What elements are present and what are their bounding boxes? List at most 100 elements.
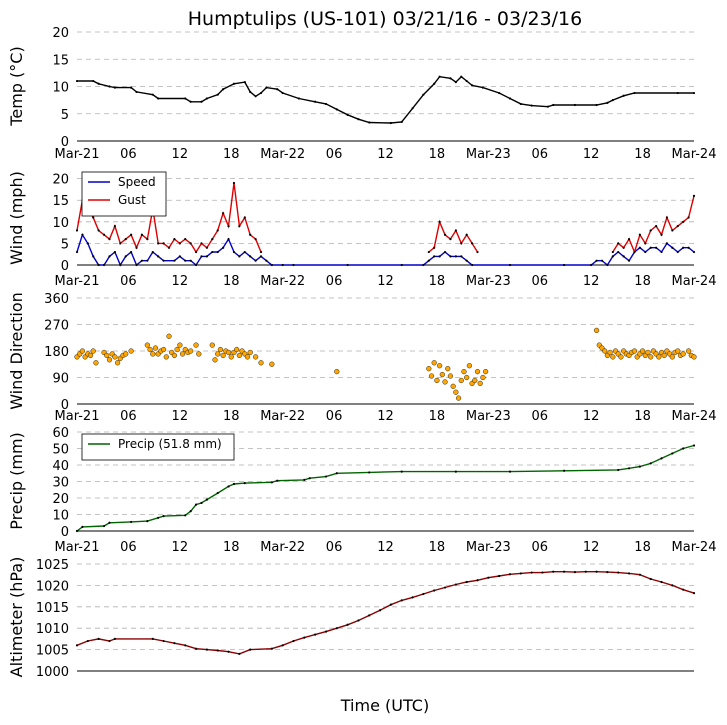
series-point bbox=[270, 263, 273, 267]
legend-box bbox=[81, 433, 235, 461]
series-point bbox=[222, 246, 225, 249]
direction-point bbox=[179, 351, 186, 357]
series-point bbox=[211, 237, 214, 241]
series-point bbox=[113, 637, 116, 641]
series-point bbox=[97, 263, 100, 267]
series-point bbox=[108, 639, 111, 643]
x-tick-label: 18 bbox=[634, 409, 651, 424]
series-point bbox=[519, 572, 522, 575]
direction-point bbox=[442, 379, 448, 385]
series-point bbox=[75, 644, 79, 647]
x-tick-label: 06 bbox=[531, 147, 548, 162]
series-point bbox=[146, 259, 149, 262]
series-point bbox=[682, 588, 685, 591]
direction-point bbox=[225, 349, 232, 356]
direction-point bbox=[639, 348, 646, 354]
series-point bbox=[368, 471, 371, 474]
y-tick-label: 15 bbox=[52, 53, 69, 68]
direction-point bbox=[217, 346, 224, 353]
series-point bbox=[75, 229, 79, 232]
y-tick-label: 5 bbox=[61, 108, 69, 123]
series-point bbox=[113, 86, 116, 89]
series-point bbox=[130, 250, 133, 254]
series-point bbox=[692, 91, 696, 95]
y-tick-label: 180 bbox=[44, 345, 69, 360]
x-tick-label: 18 bbox=[634, 540, 651, 555]
x-tick-label: 18 bbox=[429, 540, 446, 555]
direction-point bbox=[477, 380, 483, 386]
series-point bbox=[590, 263, 593, 267]
series-point bbox=[470, 242, 474, 245]
series-point bbox=[400, 263, 403, 267]
series-point bbox=[140, 233, 144, 236]
series-point bbox=[400, 120, 403, 124]
series-point bbox=[97, 229, 100, 232]
direction-point bbox=[104, 352, 110, 359]
series-point bbox=[498, 91, 501, 95]
series-point bbox=[130, 86, 133, 89]
series-point bbox=[427, 259, 430, 262]
direction-point bbox=[220, 352, 226, 359]
series-point bbox=[184, 237, 187, 241]
series-point bbox=[102, 263, 106, 267]
direction-point bbox=[334, 369, 340, 375]
series-point bbox=[682, 220, 685, 223]
x-tick-label: Mar-23 bbox=[466, 274, 511, 289]
direction-point bbox=[458, 377, 464, 384]
series-point bbox=[173, 642, 176, 645]
series-point bbox=[227, 650, 230, 653]
x-tick-label: 06 bbox=[326, 540, 343, 555]
series-point bbox=[194, 263, 198, 267]
series-point bbox=[622, 246, 625, 249]
series-point bbox=[205, 97, 208, 100]
series-point bbox=[546, 105, 549, 108]
x-tick-label: 12 bbox=[172, 274, 189, 289]
series-point bbox=[184, 259, 187, 262]
series-point bbox=[481, 86, 485, 89]
series-point bbox=[189, 259, 192, 262]
series-point bbox=[200, 255, 203, 258]
precip-mm--series-line bbox=[76, 444, 695, 532]
series-point bbox=[276, 479, 279, 482]
series-point bbox=[368, 614, 371, 617]
x-tick-label: Mar-21 bbox=[55, 274, 100, 289]
x-tick-label: 06 bbox=[120, 409, 137, 424]
direction-point bbox=[464, 374, 470, 381]
series-point bbox=[660, 250, 663, 254]
direction-point bbox=[685, 348, 692, 354]
x-tick-label: Mar-21 bbox=[55, 540, 100, 555]
direction-point bbox=[236, 352, 242, 359]
series-point bbox=[443, 233, 447, 236]
series-point bbox=[254, 259, 257, 262]
series-point bbox=[649, 246, 652, 249]
direction-point bbox=[79, 348, 86, 354]
series-point bbox=[254, 237, 257, 241]
y-tick-label: 20 bbox=[52, 492, 69, 507]
series-point bbox=[292, 263, 295, 267]
series-point bbox=[682, 246, 685, 249]
series-point bbox=[627, 467, 631, 470]
series-point bbox=[454, 229, 457, 232]
series-point bbox=[249, 233, 252, 236]
series-point bbox=[470, 84, 474, 87]
series-point bbox=[508, 263, 512, 267]
direction-point bbox=[431, 360, 437, 366]
series-point bbox=[194, 250, 198, 254]
series-point bbox=[281, 263, 284, 267]
series-point bbox=[297, 97, 301, 100]
series-point bbox=[281, 644, 284, 647]
series-point bbox=[611, 250, 614, 254]
series-point bbox=[227, 485, 230, 488]
x-tick-label: 12 bbox=[172, 409, 189, 424]
series-point bbox=[454, 255, 457, 258]
series-point bbox=[81, 233, 84, 236]
series-point bbox=[498, 574, 501, 578]
direction-point bbox=[244, 354, 251, 360]
series-point bbox=[102, 524, 106, 528]
direction-point bbox=[269, 361, 275, 367]
x-tick-label: 18 bbox=[223, 274, 240, 289]
series-point bbox=[130, 233, 133, 236]
direction-point bbox=[631, 348, 638, 354]
y-tick-label: 30 bbox=[52, 476, 69, 491]
